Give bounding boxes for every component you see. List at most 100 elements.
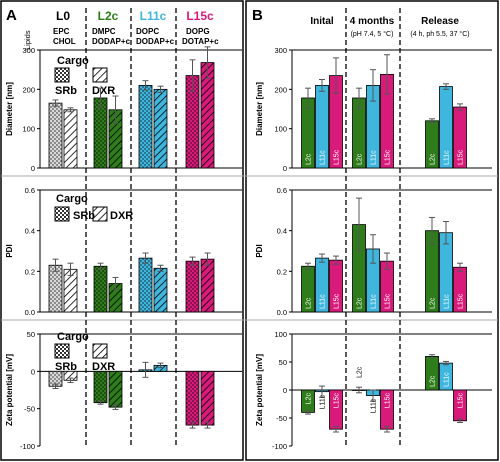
legend-label-srb: SRb xyxy=(73,210,95,222)
group-lipid1: DOPG xyxy=(186,27,210,36)
legend-swatch-srb xyxy=(54,206,70,222)
bar-l11c-srb xyxy=(138,257,153,313)
bar-series-label: L15c xyxy=(458,293,465,309)
group-lipid1: EPC xyxy=(53,27,70,36)
bar-series-label: L15c xyxy=(385,149,392,165)
legend-swatch-srb xyxy=(54,67,70,83)
legend-swatch-srb xyxy=(54,343,70,359)
bar-series-label: L11c xyxy=(320,294,327,309)
cargo-legend-row2: Cargo SRb DXR xyxy=(54,193,133,222)
bar-l15c-dxr xyxy=(200,258,215,313)
group-code: L0 xyxy=(56,9,70,23)
condition-title: Inital xyxy=(310,16,334,27)
y-tick-label: 0.6 xyxy=(277,186,287,195)
group-header-l2c: L2c DMPC DODAP+c xyxy=(92,9,131,46)
bar-series-label: L2c xyxy=(430,297,437,309)
panel-a-letter: A xyxy=(6,7,17,24)
bar-series-label: L15c xyxy=(334,293,341,309)
group-code: L15c xyxy=(186,9,214,23)
bar-series-label: L11c xyxy=(320,394,327,409)
group-header-l15c: L15c DOPG DOTAP+c xyxy=(182,9,219,46)
bar-series-label: L2c xyxy=(306,297,313,309)
bar-l0-srb xyxy=(48,264,63,313)
y-axis-label: PDI xyxy=(255,244,264,257)
bar-l2c-srb xyxy=(93,265,108,313)
legend-swatch-dxr xyxy=(92,67,108,83)
bar-series-label: L11c xyxy=(444,150,451,165)
cargo-legend-row3: Cargo SRb DXR xyxy=(54,331,115,373)
y-axis-label: Zeta potential [mV] xyxy=(5,354,14,426)
group-lipid2: DODAP+c xyxy=(136,37,175,46)
group-lipid2: DOTAP+c xyxy=(182,37,219,46)
group-header-l0: L0 EPC CHOL xyxy=(53,9,76,46)
condition-title: Release xyxy=(421,16,459,27)
y-tick-label: 50 xyxy=(27,330,35,339)
bar-l15c-srb xyxy=(185,370,200,426)
y-tick-label: 200 xyxy=(22,85,35,94)
y-tick-label: 0 xyxy=(31,367,35,376)
y-tick-label: 200 xyxy=(274,85,287,94)
bar-l2c-srb xyxy=(93,97,108,169)
y-tick-label: 50 xyxy=(279,358,287,367)
y-tick-label: -50 xyxy=(24,405,35,414)
bar-series-label: L15c xyxy=(458,149,465,165)
y-tick-label: 0.4 xyxy=(25,227,35,236)
y-tick-label: 0.6 xyxy=(25,186,35,195)
bar-series-label: L2c xyxy=(306,153,313,165)
bar-series-label: L11c xyxy=(444,294,451,309)
condition-sub: (4 h, ph 5.5, 37 °C) xyxy=(410,30,469,38)
bar-series-label: L2c xyxy=(306,393,313,405)
condition-sub: (pH 7.4, 5 °C) xyxy=(351,30,394,38)
group-code: L11c xyxy=(140,9,167,23)
y-tick-label: 0.4 xyxy=(277,227,287,236)
y-tick-label: 0.2 xyxy=(25,267,35,276)
y-tick-label: 300 xyxy=(274,46,287,55)
bar-series-label: L15c xyxy=(334,149,341,165)
bar-series-label: L2c xyxy=(430,153,437,165)
group-lipid2: CHOL xyxy=(53,37,76,46)
bar-series-label: L15c xyxy=(385,293,392,309)
legend-label-srb: SRb xyxy=(55,361,77,373)
condition-header-release: Release (4 h, ph 5.5, 37 °C) xyxy=(410,16,469,38)
panel-a-frame xyxy=(0,0,244,461)
group-code: L2c xyxy=(98,9,119,23)
y-axis-label: PDI xyxy=(5,244,14,257)
charts-layer: 0 100 200 300 Diameter [nm] 0.0 0.2 0.4 0.6 PDI -1… xyxy=(5,46,492,451)
bar-series-label: L2c xyxy=(357,153,364,165)
y-tick-label: 100 xyxy=(22,125,35,134)
y-tick-label: -100 xyxy=(272,442,287,451)
bar-series-label: L11c xyxy=(371,150,378,165)
bar-series-label: L11c xyxy=(320,150,327,165)
y-tick-label: 0 xyxy=(283,386,287,395)
legend-title: Cargo xyxy=(57,55,89,67)
y-tick-label: 100 xyxy=(274,330,287,339)
group-lipid1: DOPC xyxy=(136,27,159,36)
y-tick-label: -100 xyxy=(20,442,35,451)
lipids-label: Lipids xyxy=(23,30,32,50)
y-tick-label: 0.2 xyxy=(277,267,287,276)
y-tick-label: 0 xyxy=(31,164,35,173)
bar-l0-dxr xyxy=(63,109,78,169)
y-tick-label: 0 xyxy=(283,164,287,173)
y-tick-label: 0.0 xyxy=(277,308,287,317)
bar-series-label: L11c xyxy=(371,294,378,309)
group-lipid2: DODAP+c xyxy=(92,37,131,46)
bar-series-label: L15c xyxy=(458,393,465,409)
y-axis-label: Diameter [nm] xyxy=(255,82,264,136)
bar-series-label: L15c xyxy=(385,393,392,409)
bar-l15c-srb xyxy=(185,260,200,313)
bar-l11c-srb xyxy=(138,85,153,169)
legend-title: Cargo xyxy=(57,331,89,343)
legend-title: Cargo xyxy=(56,193,88,205)
legend-label-dxr: DXR xyxy=(92,361,115,373)
y-tick-label: 0.0 xyxy=(25,308,35,317)
bar-series-label: L2c xyxy=(430,375,437,387)
group-header-l11c: L11c DOPC DODAP+c xyxy=(136,9,175,46)
bar-l2c-dxr xyxy=(108,370,123,408)
legend-label-srb: SRb xyxy=(55,85,77,97)
y-tick-label: 100 xyxy=(274,125,287,134)
y-tick-label: -50 xyxy=(276,414,287,423)
legend-swatch-dxr xyxy=(92,343,108,359)
cargo-legend-row1: Cargo SRb DXR xyxy=(54,55,115,97)
